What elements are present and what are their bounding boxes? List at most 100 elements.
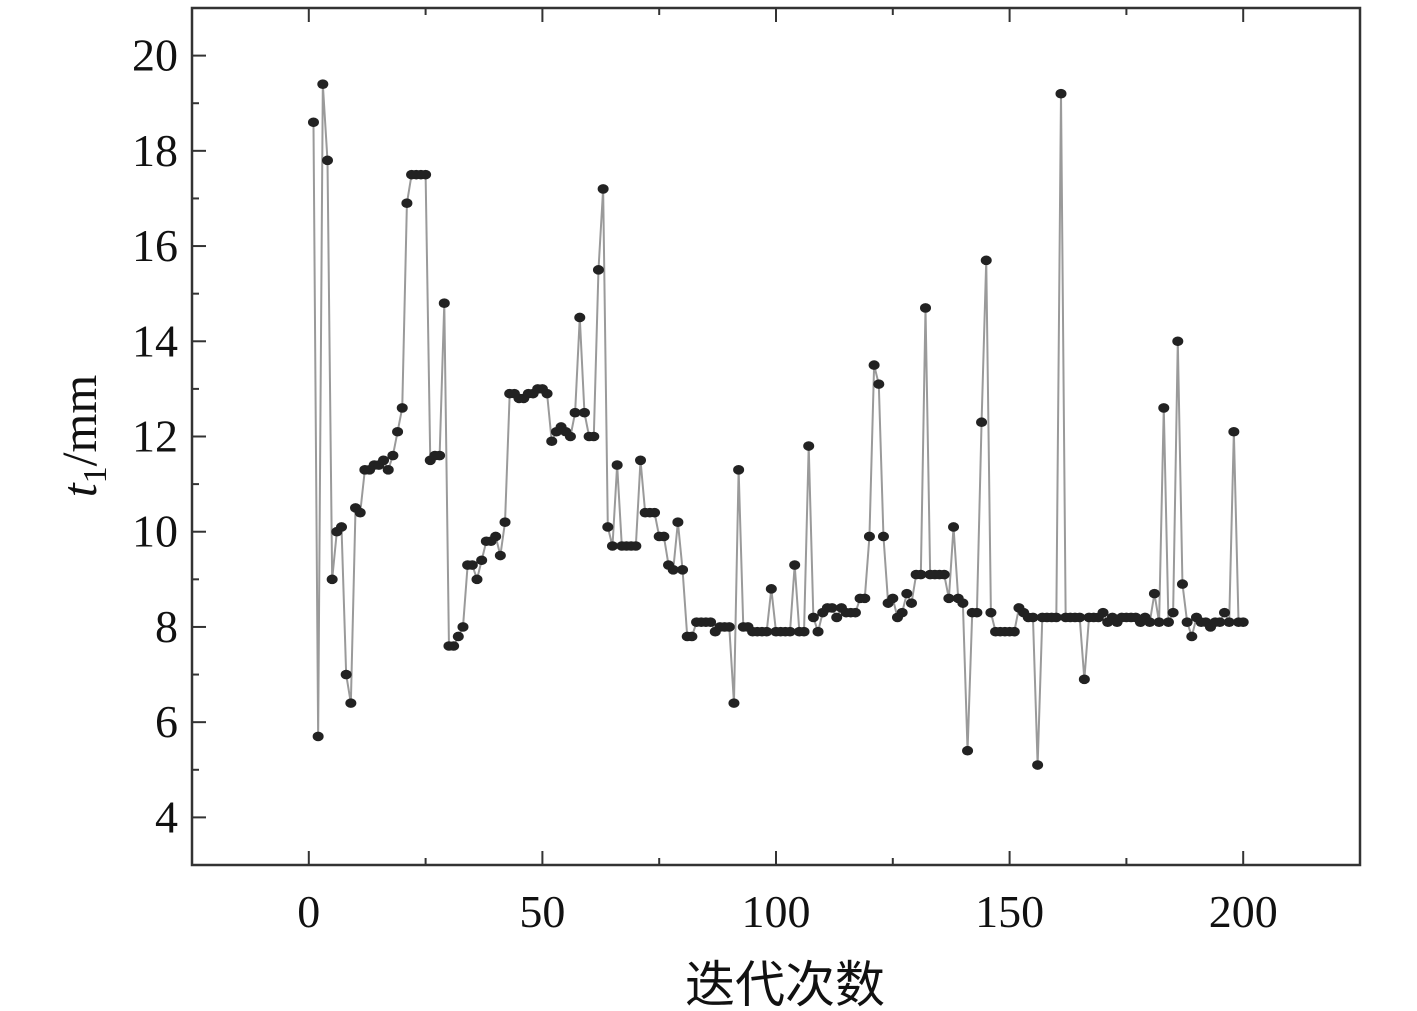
data-point — [784, 626, 796, 637]
y-tick-label: 10 — [132, 506, 178, 557]
data-point — [915, 569, 927, 580]
y-axis-title: t1/mm — [51, 375, 114, 498]
data-point — [807, 612, 819, 623]
data-point — [1153, 617, 1165, 627]
data-point — [312, 731, 324, 742]
x-axis-title: 迭代次数 — [685, 957, 885, 1011]
data-point — [606, 541, 618, 551]
data-point — [1181, 617, 1193, 627]
x-tick-label: 150 — [975, 886, 1044, 937]
data-point — [578, 407, 590, 418]
data-point — [1228, 426, 1240, 437]
data-point — [877, 531, 889, 542]
data-point — [723, 622, 735, 632]
data-point — [677, 565, 689, 575]
data-point — [499, 517, 511, 527]
data-point — [396, 403, 408, 413]
data-point — [1148, 588, 1160, 599]
data-point — [574, 312, 586, 323]
data-point — [1097, 607, 1109, 618]
y-tick-label: 14 — [132, 315, 178, 366]
data-point — [452, 631, 464, 642]
data-point — [448, 641, 460, 651]
data-point — [1186, 631, 1198, 642]
data-point — [387, 450, 399, 461]
data-point — [1078, 674, 1090, 685]
plot-frame — [190, 6, 1362, 867]
y-tick-label: 6 — [155, 696, 178, 747]
data-point — [733, 465, 745, 475]
data-point — [896, 607, 908, 618]
data-point — [1237, 617, 1249, 627]
data-point — [976, 417, 988, 428]
data-point — [401, 198, 413, 209]
data-point — [382, 465, 394, 475]
data-point — [635, 455, 647, 466]
data-point — [761, 626, 773, 637]
data-point — [667, 565, 679, 575]
data-point — [826, 603, 838, 613]
data-point — [985, 607, 997, 618]
data-point — [868, 360, 880, 370]
data-point — [490, 531, 502, 542]
data-point — [831, 612, 843, 623]
data-point — [812, 626, 824, 637]
data-point — [728, 698, 740, 708]
data-point — [1050, 612, 1062, 623]
y-axis-unit: /mm — [51, 375, 107, 467]
data-point — [494, 550, 506, 561]
data-point — [765, 584, 777, 594]
data-point — [1158, 403, 1170, 413]
data-point — [1144, 617, 1156, 627]
data-point — [592, 265, 604, 275]
y-tick-label: 12 — [132, 411, 178, 462]
data-point — [569, 407, 581, 418]
data-point — [378, 455, 390, 466]
data-point — [887, 593, 899, 604]
data-point — [873, 379, 885, 389]
data-point — [307, 117, 319, 128]
x-tick-label: 50 — [519, 886, 565, 937]
data-point — [901, 588, 913, 599]
series-line — [312, 84, 1244, 766]
y-tick-label: 16 — [132, 220, 178, 271]
data-point — [938, 569, 950, 580]
data-point — [597, 184, 609, 194]
y-tick-label: 20 — [132, 30, 178, 81]
y-axis-sub: 1 — [77, 466, 114, 483]
data-point — [354, 507, 366, 518]
data-point — [602, 522, 614, 532]
data-point — [476, 555, 488, 566]
data-point — [438, 298, 450, 308]
data-point — [863, 531, 875, 542]
data-point — [803, 441, 815, 451]
data-point — [466, 560, 478, 570]
data-point — [705, 617, 717, 627]
data-point — [859, 593, 871, 604]
data-point — [798, 626, 810, 637]
data-point — [1008, 626, 1020, 637]
data-point — [345, 698, 357, 708]
data-point — [471, 574, 483, 585]
data-point — [1074, 612, 1086, 623]
data-point — [321, 155, 333, 166]
y-tick-label: 18 — [132, 125, 178, 176]
data-point — [434, 450, 446, 461]
data-point — [658, 531, 670, 542]
data-point — [672, 517, 684, 527]
data-point — [943, 593, 955, 604]
data-point — [1219, 607, 1231, 618]
data-point — [962, 745, 974, 756]
data-point — [1055, 88, 1067, 99]
data-point — [948, 522, 960, 532]
data-point — [1162, 617, 1174, 627]
y-axis-var: t — [51, 482, 107, 497]
data-point — [980, 255, 992, 266]
data-point — [789, 560, 801, 570]
x-tick-label: 100 — [742, 886, 811, 937]
y-tick-label: 8 — [155, 601, 178, 652]
data-point — [457, 622, 469, 632]
data-point — [905, 598, 917, 608]
